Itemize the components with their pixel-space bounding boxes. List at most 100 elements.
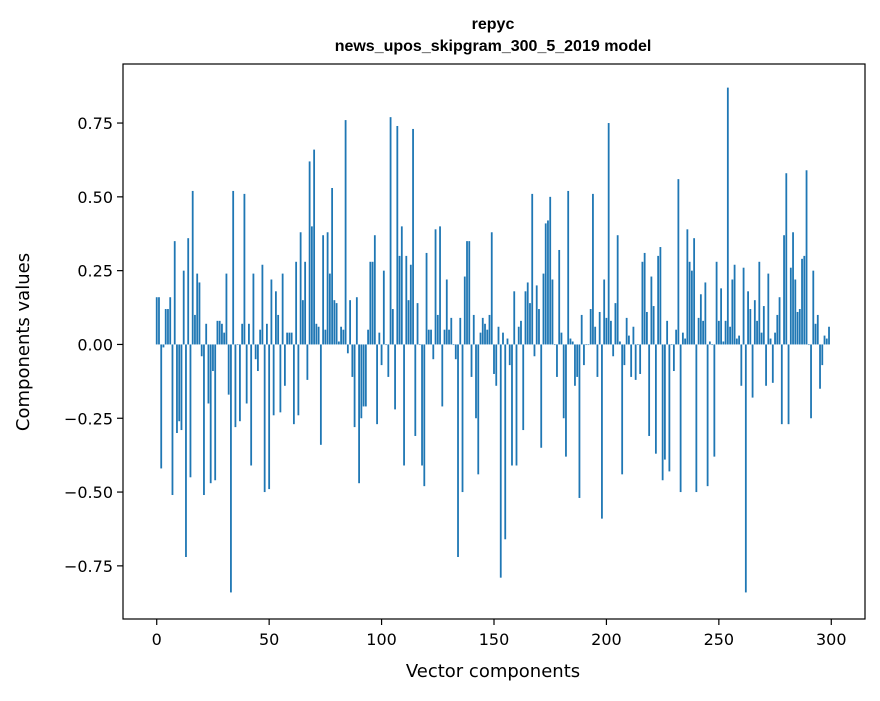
- bar-component-263: [747, 291, 749, 345]
- bar-component-249: [715, 261, 718, 345]
- bar-component-85: [346, 344, 349, 354]
- bar-component-221: [652, 306, 655, 345]
- bar-component-145: [481, 317, 484, 345]
- bar-component-163: [522, 344, 525, 431]
- bar-component-153: [499, 344, 502, 578]
- bar-component-166: [529, 303, 531, 345]
- bar-component-123: [432, 344, 435, 360]
- bar-component-239: [693, 238, 696, 345]
- bar-component-181: [562, 344, 565, 419]
- bar-component-136: [461, 344, 464, 493]
- bar-component-176: [551, 279, 554, 345]
- bar-component-220: [650, 276, 653, 345]
- bar-component-93: [364, 344, 367, 407]
- bar-component-227: [666, 320, 669, 345]
- bar-component-129: [445, 279, 448, 345]
- bar-component-170: [538, 309, 540, 345]
- bar-component-106: [394, 344, 396, 410]
- bar-component-141: [472, 314, 475, 345]
- bar-component-128: [443, 329, 446, 345]
- bar-component-200: [605, 317, 608, 345]
- bar-component-121: [427, 329, 430, 345]
- bar-component-14: [187, 238, 190, 345]
- bar-component-135: [459, 317, 462, 345]
- bar-component-110: [403, 344, 405, 466]
- bar-component-289: [805, 170, 808, 345]
- bar-component-46: [259, 329, 262, 345]
- bar-component-104: [389, 117, 392, 345]
- bar-component-267: [756, 320, 758, 345]
- bar-component-192: [587, 344, 590, 346]
- bar-component-164: [524, 291, 527, 345]
- bar-component-64: [299, 232, 302, 345]
- bar-component-95: [369, 261, 372, 345]
- bar-component-262: [744, 344, 747, 593]
- bar-component-234: [681, 332, 684, 345]
- bar-component-127: [441, 344, 444, 407]
- bar-component-90: [358, 344, 360, 484]
- bar-component-37: [239, 344, 241, 422]
- bar-component-41: [248, 323, 250, 345]
- bar-component-87: [351, 344, 354, 377]
- bar-component-226: [663, 344, 666, 460]
- bar-component-283: [792, 232, 794, 345]
- axes-layer: 0 50 100 150 200 250 300 −0.75 −0.50 −0.25 0.00 0.2…: [64, 63, 866, 649]
- bar-component-8: [173, 241, 176, 345]
- bar-component-189: [580, 314, 583, 345]
- bar-component-89: [355, 297, 358, 345]
- bar-component-28: [218, 320, 221, 345]
- bar-component-120: [425, 252, 428, 345]
- bar-component-134: [457, 344, 459, 557]
- bar-component-10: [178, 344, 181, 422]
- bar-component-294: [816, 314, 819, 345]
- bar-component-185: [571, 341, 574, 345]
- bar-component-291: [810, 344, 812, 419]
- bar-component-44: [254, 344, 257, 360]
- bar-component-241: [697, 317, 700, 345]
- bar-component-91: [360, 344, 363, 419]
- bar-component-272: [767, 273, 770, 345]
- bar-component-177: [553, 344, 556, 346]
- bar-component-162: [520, 320, 522, 345]
- bar-component-126: [439, 226, 441, 345]
- bar-component-54: [277, 314, 280, 345]
- bar-component-175: [549, 196, 552, 345]
- bar-component-254: [726, 87, 729, 345]
- bar-component-137: [463, 276, 466, 345]
- bar-component-50: [268, 344, 271, 490]
- bar-component-282: [789, 267, 792, 345]
- bar-component-27: [216, 320, 219, 345]
- bar-component-18: [196, 273, 199, 345]
- bar-component-114: [412, 128, 414, 345]
- bar-component-86: [349, 300, 351, 345]
- bar-component-171: [540, 344, 543, 448]
- bar-component-68: [308, 161, 311, 345]
- y-tick-label: −0.75: [64, 557, 113, 576]
- bar-component-108: [398, 255, 401, 345]
- bar-component-258: [735, 338, 738, 345]
- x-tick-label: 250: [704, 630, 735, 649]
- bar-component-212: [632, 326, 635, 345]
- bar-component-1: [158, 297, 160, 345]
- bar-component-143: [477, 344, 480, 475]
- bar-component-146: [484, 323, 486, 345]
- bar-component-51: [270, 279, 273, 345]
- bar-component-260: [740, 344, 743, 386]
- bar-component-151: [495, 344, 498, 386]
- bar-component-77: [328, 273, 331, 345]
- x-tick-label: 50: [259, 630, 279, 649]
- bar-component-240: [695, 344, 698, 493]
- bars-layer: [155, 87, 830, 593]
- bar-component-39: [243, 193, 246, 345]
- bar-component-280: [785, 173, 788, 345]
- bar-component-61: [292, 344, 295, 425]
- bar-component-261: [742, 267, 745, 345]
- bar-component-29: [221, 323, 223, 345]
- bar-component-69: [310, 226, 313, 345]
- bar-component-285: [796, 311, 799, 345]
- bar-component-210: [628, 335, 630, 345]
- bar-component-273: [769, 338, 772, 345]
- bar-component-92: [362, 344, 365, 407]
- bar-component-225: [661, 344, 664, 481]
